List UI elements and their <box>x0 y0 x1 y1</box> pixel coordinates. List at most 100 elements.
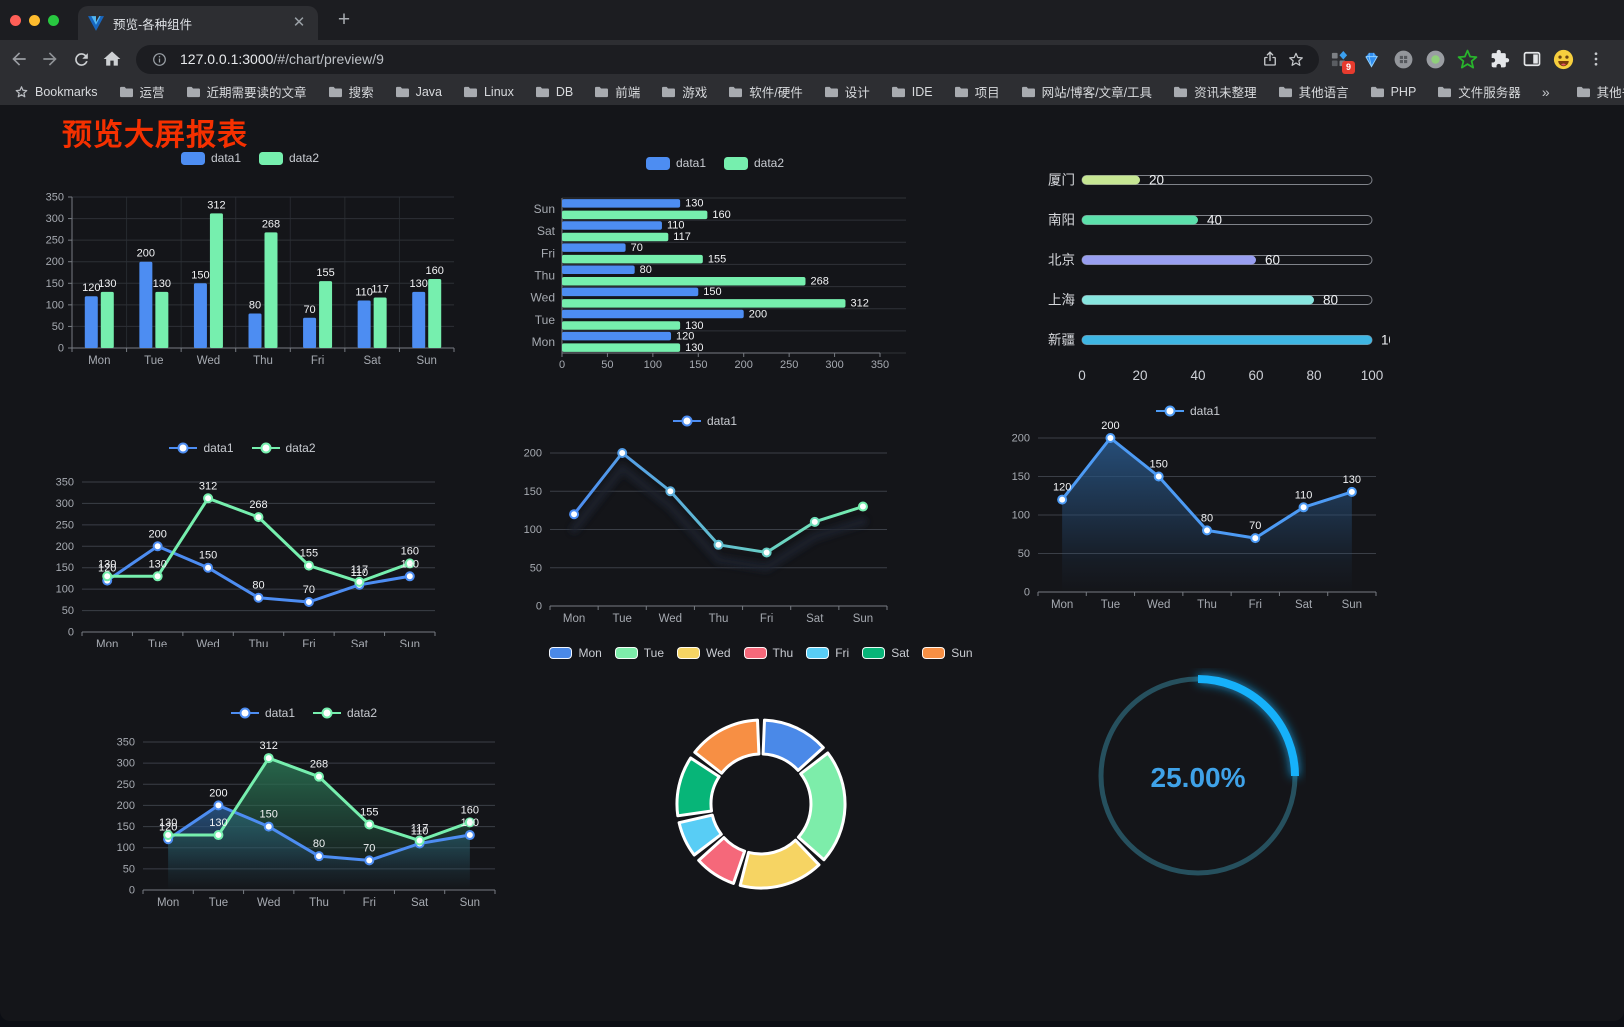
legend-item[interactable]: data2 <box>313 706 377 720</box>
folder-icon <box>395 85 410 98</box>
legend-item[interactable]: data1 <box>180 151 241 165</box>
svg-text:60: 60 <box>1265 253 1280 268</box>
legend-item[interactable]: data1 <box>230 706 295 720</box>
bookmark-folder[interactable]: 网站/博客/文章/工具 <box>1021 82 1152 101</box>
address-bar[interactable]: 127.0.0.1:3000/#/chart/preview/9 <box>136 44 1319 74</box>
chart-legend: data1 <box>988 404 1388 418</box>
svg-text:160: 160 <box>461 804 479 816</box>
bookmark-folder[interactable]: 项目 <box>954 82 1000 101</box>
svg-text:Fri: Fri <box>1249 599 1262 611</box>
bookmark-folder[interactable]: 资讯未整理 <box>1173 82 1257 101</box>
svg-text:Sun: Sun <box>416 355 436 367</box>
back-button[interactable] <box>6 46 32 72</box>
svg-text:300: 300 <box>56 498 74 510</box>
browser-menu-icon[interactable] <box>1583 47 1608 72</box>
extension-green-dot-icon[interactable] <box>1423 47 1448 72</box>
legend-item[interactable]: Wed <box>677 646 731 660</box>
bookmark-folder[interactable]: PHP <box>1370 85 1416 99</box>
extension-green-star-icon[interactable] <box>1455 47 1480 72</box>
folder-icon <box>594 85 609 98</box>
chart-legend: Mon Tue Wed Thu Fri Sat Sun <box>549 646 973 660</box>
zoom-window-button[interactable] <box>48 15 59 26</box>
legend-item[interactable]: Mon <box>549 646 602 660</box>
legend-item[interactable]: data2 <box>259 151 319 165</box>
folder-icon <box>1021 85 1036 98</box>
legend-item[interactable]: Thu <box>743 646 793 660</box>
svg-text:200: 200 <box>1012 433 1030 445</box>
site-info-icon[interactable] <box>146 46 172 72</box>
svg-text:150: 150 <box>117 821 135 833</box>
forward-button[interactable] <box>37 46 63 72</box>
legend-item[interactable]: Tue <box>614 646 664 660</box>
folder-icon <box>954 85 969 98</box>
svg-text:130: 130 <box>401 558 419 570</box>
two-series-line-chart: data1 data2 0 50 100 150 200 250 300 350 Mon Tue Wed… <box>45 435 440 647</box>
legend-item[interactable]: Sun <box>922 646 973 660</box>
legend-item[interactable]: data1 <box>1155 404 1220 418</box>
bookmark-folder[interactable]: 前端 <box>594 82 640 101</box>
share-icon[interactable] <box>1257 46 1283 72</box>
svg-text:Wed: Wed <box>257 897 280 909</box>
svg-text:Wed: Wed <box>531 291 555 305</box>
extension-gray-circle-icon[interactable] <box>1391 47 1416 72</box>
home-button[interactable] <box>99 46 125 72</box>
legend-item[interactable]: data1 <box>672 414 737 428</box>
close-window-button[interactable] <box>10 15 21 26</box>
svg-text:Fri: Fri <box>302 639 315 647</box>
browser-tab[interactable]: 预览-各种组件 ✕ <box>78 6 318 40</box>
svg-text:0: 0 <box>58 343 64 355</box>
traffic-lights <box>10 15 59 26</box>
tab-close-icon[interactable]: ✕ <box>292 14 306 31</box>
minimize-window-button[interactable] <box>29 15 40 26</box>
legend-item[interactable]: data2 <box>251 441 316 455</box>
svg-text:80: 80 <box>1306 368 1321 383</box>
svg-text:Thu: Thu <box>534 269 555 283</box>
bookmark-folder[interactable]: Java <box>395 85 442 99</box>
legend-item[interactable]: data1 <box>645 156 706 170</box>
bookmark-star-icon[interactable] <box>1283 46 1309 72</box>
legend-item[interactable]: data1 <box>169 441 234 455</box>
svg-text:0: 0 <box>559 359 565 370</box>
legend-item[interactable]: data2 <box>724 156 784 170</box>
bookmarks-overflow-chevron[interactable]: » <box>1541 83 1550 100</box>
svg-text:Tue: Tue <box>148 639 167 647</box>
bookmark-folder[interactable]: 运营 <box>119 82 165 101</box>
extension-gem-icon[interactable] <box>1359 47 1384 72</box>
side-panel-icon[interactable] <box>1519 47 1544 72</box>
legend-item[interactable]: Sat <box>862 646 909 660</box>
svg-text:0: 0 <box>68 627 74 639</box>
svg-text:Wed: Wed <box>197 355 220 367</box>
bookmark-item-bookmarks[interactable]: Bookmarks <box>14 84 98 99</box>
new-tab-button[interactable]: + <box>337 8 351 31</box>
svg-text:40: 40 <box>1190 368 1205 383</box>
bookmark-folder[interactable]: DB <box>535 85 573 99</box>
svg-text:新疆: 新疆 <box>1048 333 1075 348</box>
bookmark-folder[interactable]: IDE <box>891 85 933 99</box>
svg-text:150: 150 <box>1150 459 1168 471</box>
bookmark-folder[interactable]: Linux <box>463 85 514 99</box>
svg-text:312: 312 <box>199 480 217 492</box>
bookmark-folder[interactable]: 其他语言 <box>1278 82 1349 101</box>
reload-button[interactable] <box>68 46 94 72</box>
svg-text:130: 130 <box>159 817 177 829</box>
bookmark-folder[interactable]: 近期需要读的文章 <box>186 82 307 101</box>
folder-icon <box>328 85 343 98</box>
extension-blocks-icon[interactable]: 9 <box>1327 47 1355 74</box>
bookmark-folder[interactable]: 文件服务器 <box>1437 82 1521 101</box>
svg-text:50: 50 <box>1018 548 1030 560</box>
folder-icon <box>1278 85 1293 98</box>
extensions-puzzle-icon[interactable] <box>1487 47 1512 72</box>
city-progress-bars-chart: 厦门 20 南阳 40 北京 60 上海 80 新疆 100 0 20 40 60 80 100 <box>1000 150 1390 390</box>
svg-text:350: 350 <box>871 359 889 370</box>
bookmark-folder[interactable]: 软件/硬件 <box>728 82 803 101</box>
svg-text:130: 130 <box>461 817 479 829</box>
folder-icon <box>463 85 478 98</box>
svg-text:350: 350 <box>46 192 64 204</box>
other-bookmarks-folder[interactable]: 其他书签 <box>1576 82 1624 101</box>
svg-text:200: 200 <box>1101 420 1119 432</box>
bookmark-folder[interactable]: 搜索 <box>328 82 374 101</box>
legend-item[interactable]: Fri <box>806 646 849 660</box>
bookmark-folder[interactable]: 设计 <box>824 82 870 101</box>
bookmark-folder[interactable]: 游戏 <box>661 82 707 101</box>
profile-avatar-emoji[interactable] <box>1551 47 1576 72</box>
